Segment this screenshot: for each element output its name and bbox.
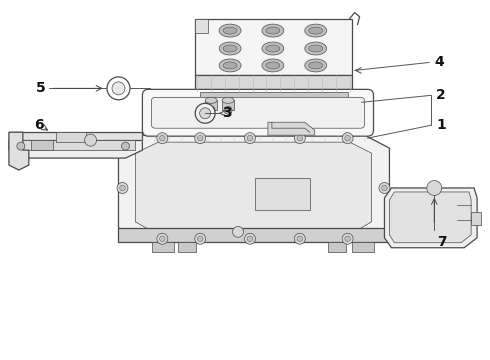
Circle shape <box>107 77 130 100</box>
Text: 4: 4 <box>434 55 444 69</box>
Ellipse shape <box>266 27 280 34</box>
Circle shape <box>294 233 305 244</box>
Circle shape <box>197 135 203 141</box>
Polygon shape <box>205 100 217 110</box>
Text: 5: 5 <box>36 81 46 95</box>
Circle shape <box>245 233 255 244</box>
Polygon shape <box>9 140 143 158</box>
Circle shape <box>195 133 206 144</box>
Ellipse shape <box>223 62 237 69</box>
Polygon shape <box>390 192 471 243</box>
Circle shape <box>195 103 215 123</box>
Ellipse shape <box>219 59 241 72</box>
Ellipse shape <box>219 42 241 55</box>
Circle shape <box>207 106 215 114</box>
Ellipse shape <box>305 24 327 37</box>
Circle shape <box>195 233 206 244</box>
Circle shape <box>122 142 129 150</box>
Polygon shape <box>31 140 53 150</box>
Ellipse shape <box>266 45 280 52</box>
Polygon shape <box>471 212 481 225</box>
Circle shape <box>157 133 168 144</box>
Circle shape <box>382 185 387 191</box>
Polygon shape <box>200 92 347 100</box>
Circle shape <box>233 226 244 237</box>
Polygon shape <box>195 75 352 92</box>
FancyBboxPatch shape <box>143 89 373 136</box>
Text: 6: 6 <box>34 118 44 132</box>
Polygon shape <box>195 19 352 75</box>
Ellipse shape <box>262 24 284 37</box>
Polygon shape <box>222 100 234 110</box>
Text: 7: 7 <box>437 235 447 249</box>
Ellipse shape <box>309 62 323 69</box>
Polygon shape <box>178 242 196 252</box>
Ellipse shape <box>223 27 237 34</box>
Polygon shape <box>195 19 208 32</box>
Ellipse shape <box>266 62 280 69</box>
Polygon shape <box>56 132 86 142</box>
Circle shape <box>297 135 303 141</box>
Circle shape <box>160 135 165 141</box>
Circle shape <box>247 135 253 141</box>
Polygon shape <box>385 188 477 248</box>
Ellipse shape <box>223 45 237 52</box>
Circle shape <box>160 236 165 242</box>
Ellipse shape <box>219 24 241 37</box>
Circle shape <box>247 236 253 242</box>
Circle shape <box>224 106 232 114</box>
Text: 3: 3 <box>222 106 232 120</box>
Text: 1: 1 <box>436 118 446 132</box>
Circle shape <box>297 236 303 242</box>
Circle shape <box>294 133 305 144</box>
Ellipse shape <box>305 59 327 72</box>
Ellipse shape <box>309 27 323 34</box>
Polygon shape <box>16 140 135 150</box>
Ellipse shape <box>222 97 234 103</box>
Circle shape <box>117 183 128 193</box>
Circle shape <box>427 180 442 195</box>
Bar <box>255 178 310 210</box>
Text: 2: 2 <box>436 88 446 102</box>
Polygon shape <box>352 242 373 252</box>
Polygon shape <box>119 135 390 242</box>
Ellipse shape <box>262 42 284 55</box>
Circle shape <box>342 233 353 244</box>
Circle shape <box>345 135 350 141</box>
Polygon shape <box>268 122 315 135</box>
Ellipse shape <box>305 42 327 55</box>
Circle shape <box>17 142 25 150</box>
Ellipse shape <box>205 97 217 103</box>
Polygon shape <box>152 242 174 252</box>
Circle shape <box>112 82 125 95</box>
Circle shape <box>85 134 97 146</box>
Polygon shape <box>9 132 143 140</box>
Circle shape <box>342 133 353 144</box>
Polygon shape <box>119 228 390 242</box>
Ellipse shape <box>262 59 284 72</box>
Circle shape <box>197 236 203 242</box>
Circle shape <box>245 133 255 144</box>
Ellipse shape <box>309 45 323 52</box>
FancyBboxPatch shape <box>151 97 365 128</box>
Polygon shape <box>9 132 29 170</box>
Circle shape <box>345 236 350 242</box>
Circle shape <box>379 183 390 193</box>
Polygon shape <box>135 142 371 235</box>
Circle shape <box>200 108 211 119</box>
Polygon shape <box>328 242 345 252</box>
Circle shape <box>120 185 125 191</box>
Circle shape <box>157 233 168 244</box>
